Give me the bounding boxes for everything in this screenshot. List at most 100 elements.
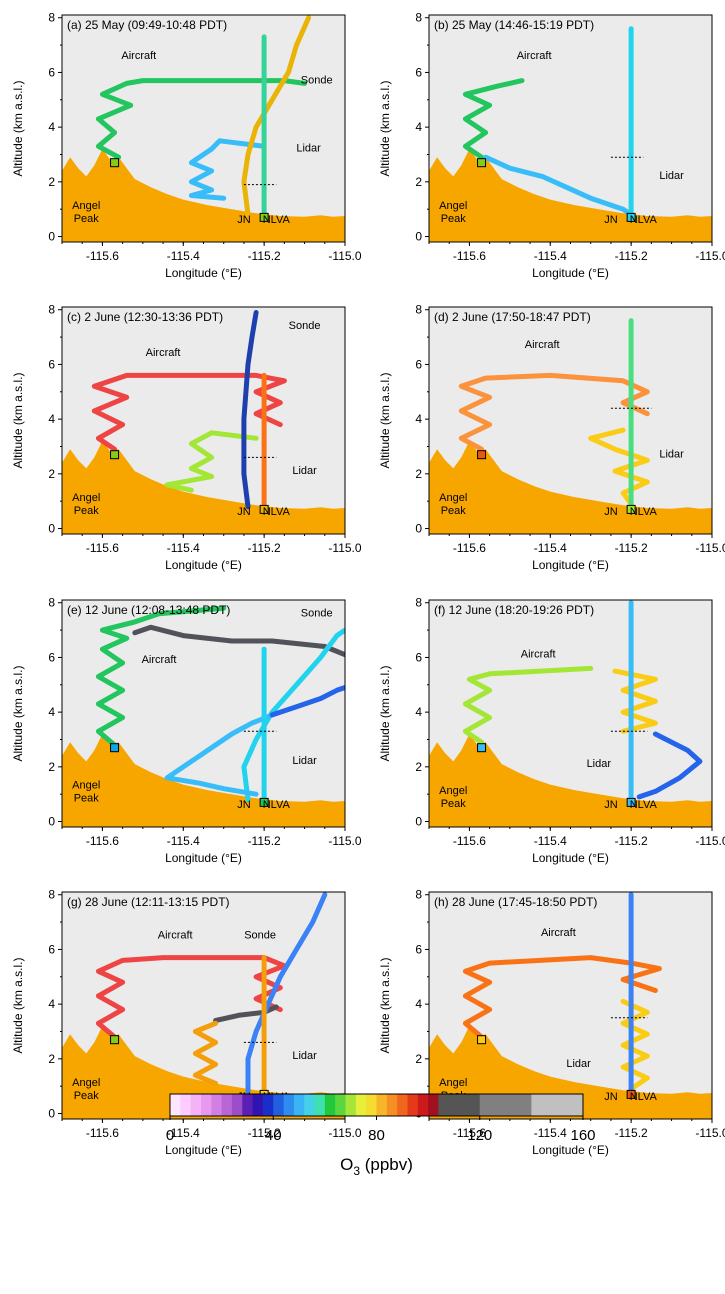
terrain-area [429, 734, 712, 827]
x-tick-label: -115.0 [328, 834, 361, 848]
annotation-aircraft: Aircraft [521, 648, 556, 660]
colorbar-tick-label: 80 [368, 1127, 385, 1144]
annotation-word: Angel [439, 1077, 467, 1089]
series-aircraft-line-0 [462, 665, 594, 745]
x-tick-label: -115.4 [534, 834, 567, 848]
series-aircraft-line-0 [95, 605, 227, 748]
site-marker-nlva [259, 797, 269, 807]
annotation-sonde: Sonde [301, 607, 333, 619]
series-aircraft-line-0 [462, 955, 662, 1040]
y-tick-label: 4 [48, 120, 55, 134]
y-tick-label: 0 [48, 230, 55, 244]
x-tick-label: -115.4 [534, 1126, 567, 1140]
colorbar-segment [283, 1094, 295, 1116]
panel-title: (g) 28 June (12:11-13:15 PDT) [67, 895, 230, 909]
plot-area [429, 26, 712, 242]
site-marker-angel-peak [110, 158, 120, 168]
series-aircraft-line-2 [192, 1020, 219, 1086]
x-tick-label: -115.2 [615, 249, 648, 263]
annotation-sonde: Sonde [289, 320, 321, 332]
annotation-jn: JN [237, 799, 251, 811]
x-tick-label: -115.6 [453, 834, 486, 848]
panel-h: (h) 28 June (17:45-18:50 PDT)02468-115.6… [378, 888, 725, 1157]
colorbar-label-unit: (ppbv) [360, 1155, 413, 1174]
annotation-word: Peak [74, 793, 100, 805]
colorbar-segment [242, 1094, 254, 1116]
panel-e: (e) 12 June (12:08-13:48 PDT) 0 2 4 6 8 -115.6… [11, 596, 362, 865]
colorbar-segment [479, 1094, 532, 1116]
x-tick-label: -115.0 [695, 541, 725, 555]
site-marker-nlva [259, 212, 269, 222]
series-aircraft-line-1 [132, 624, 345, 658]
x-tick-label: -115.6 [86, 834, 119, 848]
y-tick-label: 4 [48, 705, 55, 719]
x-tick-label: -115.6 [86, 541, 119, 555]
x-tick-label: -115.6 [86, 249, 119, 263]
annotation-nlva: NLVA [630, 506, 658, 518]
y-tick-label: 6 [48, 942, 55, 956]
annotation-jn: JN [604, 1091, 618, 1103]
site-marker-angel-peak [477, 743, 487, 753]
colorbar-tick-label: 40 [265, 1127, 282, 1144]
x-tick-label: -115.0 [695, 249, 725, 263]
y-tick-label: 4 [415, 120, 422, 134]
colorbar-segment [324, 1094, 336, 1116]
site-marker-angel-peak [110, 1035, 120, 1045]
annotation-nlva: NLVA [263, 799, 291, 811]
series-aircraft-line-5 [269, 685, 345, 718]
colorbar-segment [355, 1094, 367, 1116]
site-marker-nlva [259, 504, 269, 514]
annotation-word: Angel [439, 200, 467, 212]
annotation-word: Angel [72, 1077, 100, 1089]
annotation-word: Angel [72, 780, 100, 792]
x-tick-label: -115.2 [615, 834, 648, 848]
panel-g: (g) 28 June (12:11-13:15 PDT) 0 2 4 6 8 -115.6… [11, 888, 362, 1157]
colorbar-segment [314, 1094, 326, 1116]
series-sonde-line-3 [245, 892, 328, 1095]
panel-d: (d) 2 June (17:50-18:47 PDT) 0 2 4 6 8 -115.6 -… [378, 303, 725, 572]
y-tick-label: 6 [48, 357, 55, 371]
terrain-area [429, 441, 712, 534]
terrain-area [62, 441, 345, 534]
series-aircraft-line-1 [213, 1004, 279, 1023]
annotation-jn: JN [604, 214, 618, 226]
y-tick-label: 2 [48, 760, 55, 774]
y-tick-label: 2 [48, 175, 55, 189]
y-tick-label: 8 [48, 888, 55, 902]
y-axis-label: Altitude (km a.s.l.) [11, 665, 25, 761]
colorbar-segment [397, 1094, 408, 1116]
panel-b: (b) 25 May (14:46-15:19 PDT) 0 2 4 6 8 -115.6 -… [378, 11, 725, 280]
site-marker-angel-peak [110, 450, 120, 460]
plot-area [62, 310, 345, 534]
colorbar-tick-label: 120 [467, 1127, 492, 1144]
y-axis-label: Altitude (km a.s.l.) [378, 372, 392, 468]
x-axis-label: Longitude (°E) [532, 266, 609, 280]
series-aircraft-line-0 [91, 372, 287, 452]
annotation-aircraft: Aircraft [142, 654, 177, 666]
panel-title: (a) 25 May (09:49-10:48 PDT) [67, 18, 227, 32]
y-tick-label: 6 [48, 650, 55, 664]
annotation-word: Peak [74, 505, 100, 517]
y-tick-label: 4 [415, 997, 422, 1011]
colorbar-segment [335, 1094, 347, 1116]
x-tick-label: -115.6 [453, 1126, 486, 1140]
colorbar-segment [438, 1094, 481, 1116]
annotation-lidar: Lidar [659, 448, 684, 460]
y-axis-label: Altitude (km a.s.l.) [11, 372, 25, 468]
y-tick-label: 4 [48, 412, 55, 426]
series-aircraft-line-1 [483, 154, 634, 218]
x-tick-label: -115.6 [86, 1126, 119, 1140]
panel-title: (e) 12 June (12:08-13:48 PDT) [67, 603, 230, 617]
annotation-lidar: Lidar [292, 465, 317, 477]
annotation-nlva: NLVA [263, 214, 291, 226]
annotation-jn: JN [604, 506, 618, 518]
x-tick-label: -115.2 [248, 541, 281, 555]
series-sonde-line-2 [241, 310, 259, 510]
site-marker-angel-peak [110, 743, 120, 753]
colorbar-segment [293, 1094, 305, 1116]
annotation-word: Angel [72, 200, 100, 212]
colorbar-segment [417, 1094, 429, 1116]
x-axis-label: Longitude (°E) [532, 1143, 609, 1157]
